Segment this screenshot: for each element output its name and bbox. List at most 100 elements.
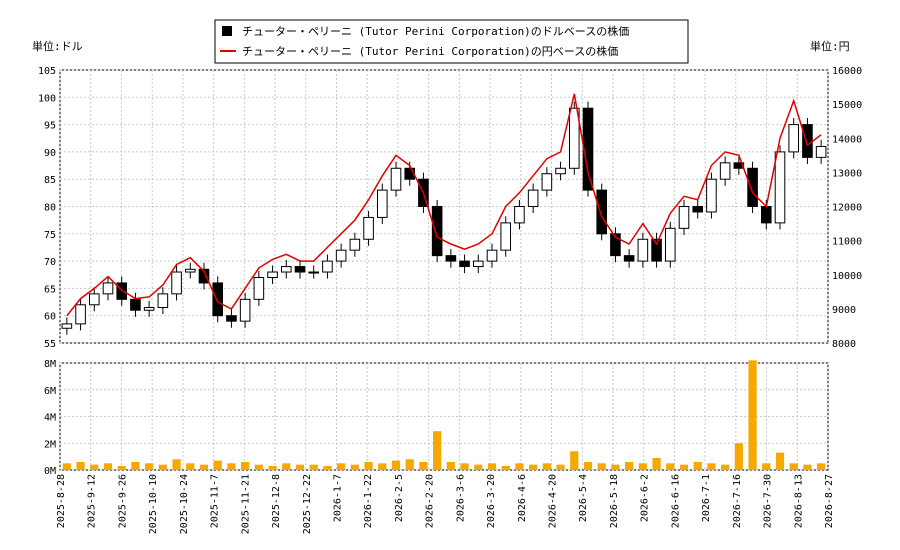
candle-body [459, 260, 470, 268]
volume-tick-label: 0M [44, 466, 56, 477]
candle-body [527, 189, 539, 207]
left-tick-label: 105 [38, 66, 56, 77]
candle-body [239, 298, 251, 322]
jpy-price-line [66, 93, 822, 317]
volume-bar [817, 463, 826, 470]
candle-body [116, 282, 128, 300]
candle-body [226, 315, 237, 322]
volume-bar [131, 461, 140, 470]
volume-bar [693, 461, 702, 470]
candle-body [568, 107, 580, 169]
right-tick-label: 9000 [832, 305, 856, 316]
volume-bar [515, 463, 524, 470]
candle-body [596, 189, 608, 235]
candle-body [390, 167, 402, 191]
date-tick-label: 2026-7-30 [763, 474, 774, 528]
volume-bar [199, 464, 209, 470]
volume-bar [227, 463, 236, 470]
volume-bar [638, 463, 647, 470]
volume-bar [652, 457, 661, 470]
date-tick-label: 2025-10-10 [148, 474, 159, 534]
candle-body [88, 293, 100, 306]
volume-axis-ticks: 0M 2M 4M 6M 8M [44, 359, 56, 477]
candle-body [143, 307, 155, 311]
date-tick-label: 2026-6-16 [670, 474, 681, 528]
candle-body [760, 206, 772, 224]
volume-bar [583, 461, 593, 470]
left-tick-label: 60 [44, 312, 56, 323]
left-tick-label: 75 [44, 230, 56, 241]
volume-bar [789, 463, 798, 470]
volume-bar [391, 460, 401, 470]
volume-bar [762, 463, 771, 470]
volume-tick-label: 6M [44, 386, 56, 397]
date-tick-label: 2026-3-6 [455, 474, 466, 522]
candle-body [692, 206, 704, 213]
volume-bar [350, 464, 359, 470]
candle-body [651, 238, 662, 262]
date-tick-label: 2026-1-22 [363, 474, 374, 528]
date-tick-label: 2025-11-21 [240, 474, 251, 534]
candle-body [774, 151, 786, 224]
right-tick-label: 10000 [832, 271, 862, 282]
date-tick-label: 2025-8-28 [56, 474, 67, 528]
date-tick-label: 2026-5-4 [578, 474, 589, 522]
date-tick-label: 2026-4-20 [548, 474, 559, 528]
candle-body [335, 249, 347, 262]
volume-tick-label: 2M [44, 439, 56, 450]
candle-body [294, 266, 306, 273]
date-tick-label: 2026-7-1 [701, 474, 712, 522]
candle-body [555, 167, 566, 175]
date-tick-label: 2026-4-6 [517, 474, 528, 522]
volume-tick-label: 4M [44, 413, 56, 424]
candle-body [253, 276, 265, 300]
date-tick-label: 2026-2-5 [394, 474, 405, 522]
legend-usd-swatch [222, 26, 232, 36]
left-tick-label: 55 [44, 339, 56, 350]
candle-body [349, 238, 361, 251]
candle-body [61, 323, 73, 329]
candle-body [431, 206, 443, 257]
candle-body [733, 162, 745, 169]
volume-bar [570, 451, 579, 470]
date-tick-label: 2026-1-7 [332, 474, 343, 522]
right-tick-label: 13000 [832, 168, 862, 179]
candle-body [788, 124, 800, 153]
candle-body [198, 268, 210, 284]
volume-bar [158, 464, 167, 470]
left-unit-label: 単位:ドル [32, 39, 83, 53]
volume-bar [487, 463, 497, 470]
right-tick-label: 8000 [832, 339, 856, 350]
volume-bar [323, 465, 332, 470]
volume-bar [241, 461, 250, 470]
volume-bars [62, 360, 826, 470]
candle-body [664, 227, 676, 262]
date-tick-label: 2025-10-24 [179, 474, 190, 534]
volume-grid [59, 362, 829, 471]
candle-body [472, 260, 484, 268]
candle-body [719, 162, 731, 180]
volume-bar [117, 465, 126, 470]
volume-bar [405, 459, 414, 470]
volume-tick-label: 8M [44, 359, 56, 370]
candle-body [514, 206, 525, 224]
volume-bar [186, 463, 195, 470]
date-tick-label: 2026-5-18 [609, 474, 620, 528]
volume-bar [775, 452, 785, 470]
candle-body [280, 266, 292, 273]
candle-body [322, 260, 333, 273]
candle-body [102, 282, 114, 295]
candle-body [610, 233, 621, 257]
candle-body [486, 249, 498, 262]
volume-bar [597, 463, 606, 470]
volume-bar [364, 461, 373, 470]
date-tick-label: 2026-8-27 [824, 474, 835, 528]
volume-bar [433, 431, 442, 470]
candle-body [815, 145, 827, 158]
volume-bar [309, 464, 318, 470]
volume-bar [268, 465, 277, 470]
volume-bar [378, 463, 387, 470]
volume-bar [103, 463, 113, 470]
candle-body [802, 124, 813, 158]
volume-bar [62, 463, 71, 470]
